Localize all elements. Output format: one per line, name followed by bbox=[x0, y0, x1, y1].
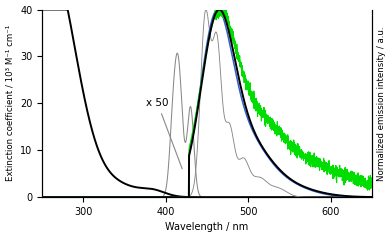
Y-axis label: Extinction coefficient / 10³ M⁻¹ cm⁻¹: Extinction coefficient / 10³ M⁻¹ cm⁻¹ bbox=[5, 25, 15, 182]
Text: x 50: x 50 bbox=[146, 98, 182, 169]
X-axis label: Wavelength / nm: Wavelength / nm bbox=[165, 223, 249, 233]
Y-axis label: Normalized emission intensity / a.u.: Normalized emission intensity / a.u. bbox=[377, 26, 387, 181]
